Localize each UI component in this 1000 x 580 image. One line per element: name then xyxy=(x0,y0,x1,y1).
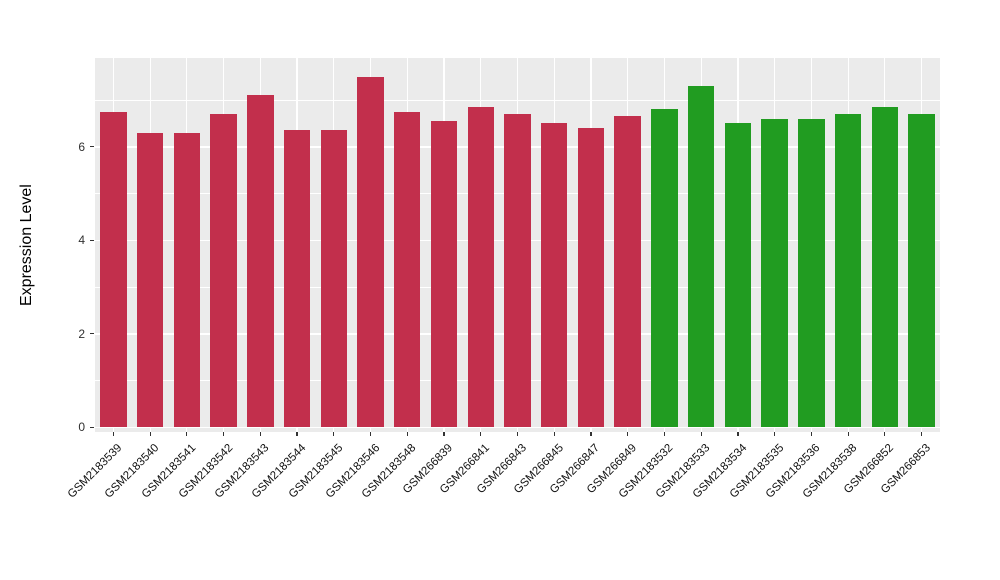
y-tick-mark xyxy=(90,146,94,148)
bar-GSM2183534 xyxy=(724,123,752,428)
x-tick-mark xyxy=(663,432,666,436)
x-tick-mark xyxy=(443,432,445,436)
y-tick-label: 6 xyxy=(78,139,85,154)
bar-GSM2183548 xyxy=(394,111,421,428)
x-tick-mark xyxy=(222,432,225,436)
bar-GSM2183546 xyxy=(357,76,384,428)
x-tick-mark xyxy=(333,432,335,436)
bar-GSM266852 xyxy=(871,107,899,428)
y-tick-label: 2 xyxy=(78,326,85,341)
y-tick-label: 4 xyxy=(78,233,85,248)
bar-GSM2183538 xyxy=(834,114,862,428)
plot-panel xyxy=(95,58,940,432)
y-tick-mark xyxy=(90,333,94,335)
x-tick-mark xyxy=(627,432,629,436)
x-tick-mark xyxy=(516,432,519,436)
y-tick-mark xyxy=(90,239,94,241)
x-tick-mark xyxy=(553,432,555,436)
x-tick-mark xyxy=(369,432,372,436)
bar-GSM266841 xyxy=(467,107,494,428)
bar-GSM266839 xyxy=(430,121,458,428)
x-tick-mark xyxy=(186,432,188,436)
bar-GSM2183543 xyxy=(247,95,274,428)
y-tick-mark xyxy=(90,426,94,428)
x-tick-mark xyxy=(406,432,408,436)
bar-GSM2183544 xyxy=(283,130,311,428)
x-tick-mark xyxy=(480,432,482,436)
x-tick-mark xyxy=(259,432,261,436)
bar-GSM2183541 xyxy=(173,132,201,428)
bar-GSM2183532 xyxy=(651,109,678,428)
x-tick-mark xyxy=(774,432,776,436)
bar-GSM266853 xyxy=(908,114,935,428)
bar-GSM2183536 xyxy=(798,118,825,428)
bar-GSM266843 xyxy=(504,114,531,428)
x-tick-mark xyxy=(112,432,114,436)
x-tick-mark xyxy=(884,432,886,436)
bar-GSM2183545 xyxy=(320,130,348,428)
bar-GSM2183539 xyxy=(100,111,127,428)
x-tick-mark xyxy=(590,432,592,436)
x-tick-mark xyxy=(921,432,923,436)
x-tick-mark xyxy=(847,432,849,436)
bar-GSM266849 xyxy=(614,116,641,428)
bar-GSM2183542 xyxy=(210,114,237,428)
x-tick-mark xyxy=(700,432,702,436)
x-tick-mark xyxy=(810,432,812,436)
bar-GSM2183535 xyxy=(761,118,788,428)
bar-GSM2183533 xyxy=(687,86,715,428)
x-tick-mark xyxy=(737,432,739,436)
bar-GSM266845 xyxy=(541,123,568,428)
x-tick-mark xyxy=(296,432,298,436)
y-axis-title: Expression Level xyxy=(18,184,35,306)
x-tick-mark xyxy=(149,432,151,436)
y-tick-label: 0 xyxy=(78,420,85,435)
bar-GSM266847 xyxy=(577,128,605,428)
bar-GSM2183540 xyxy=(136,132,164,428)
